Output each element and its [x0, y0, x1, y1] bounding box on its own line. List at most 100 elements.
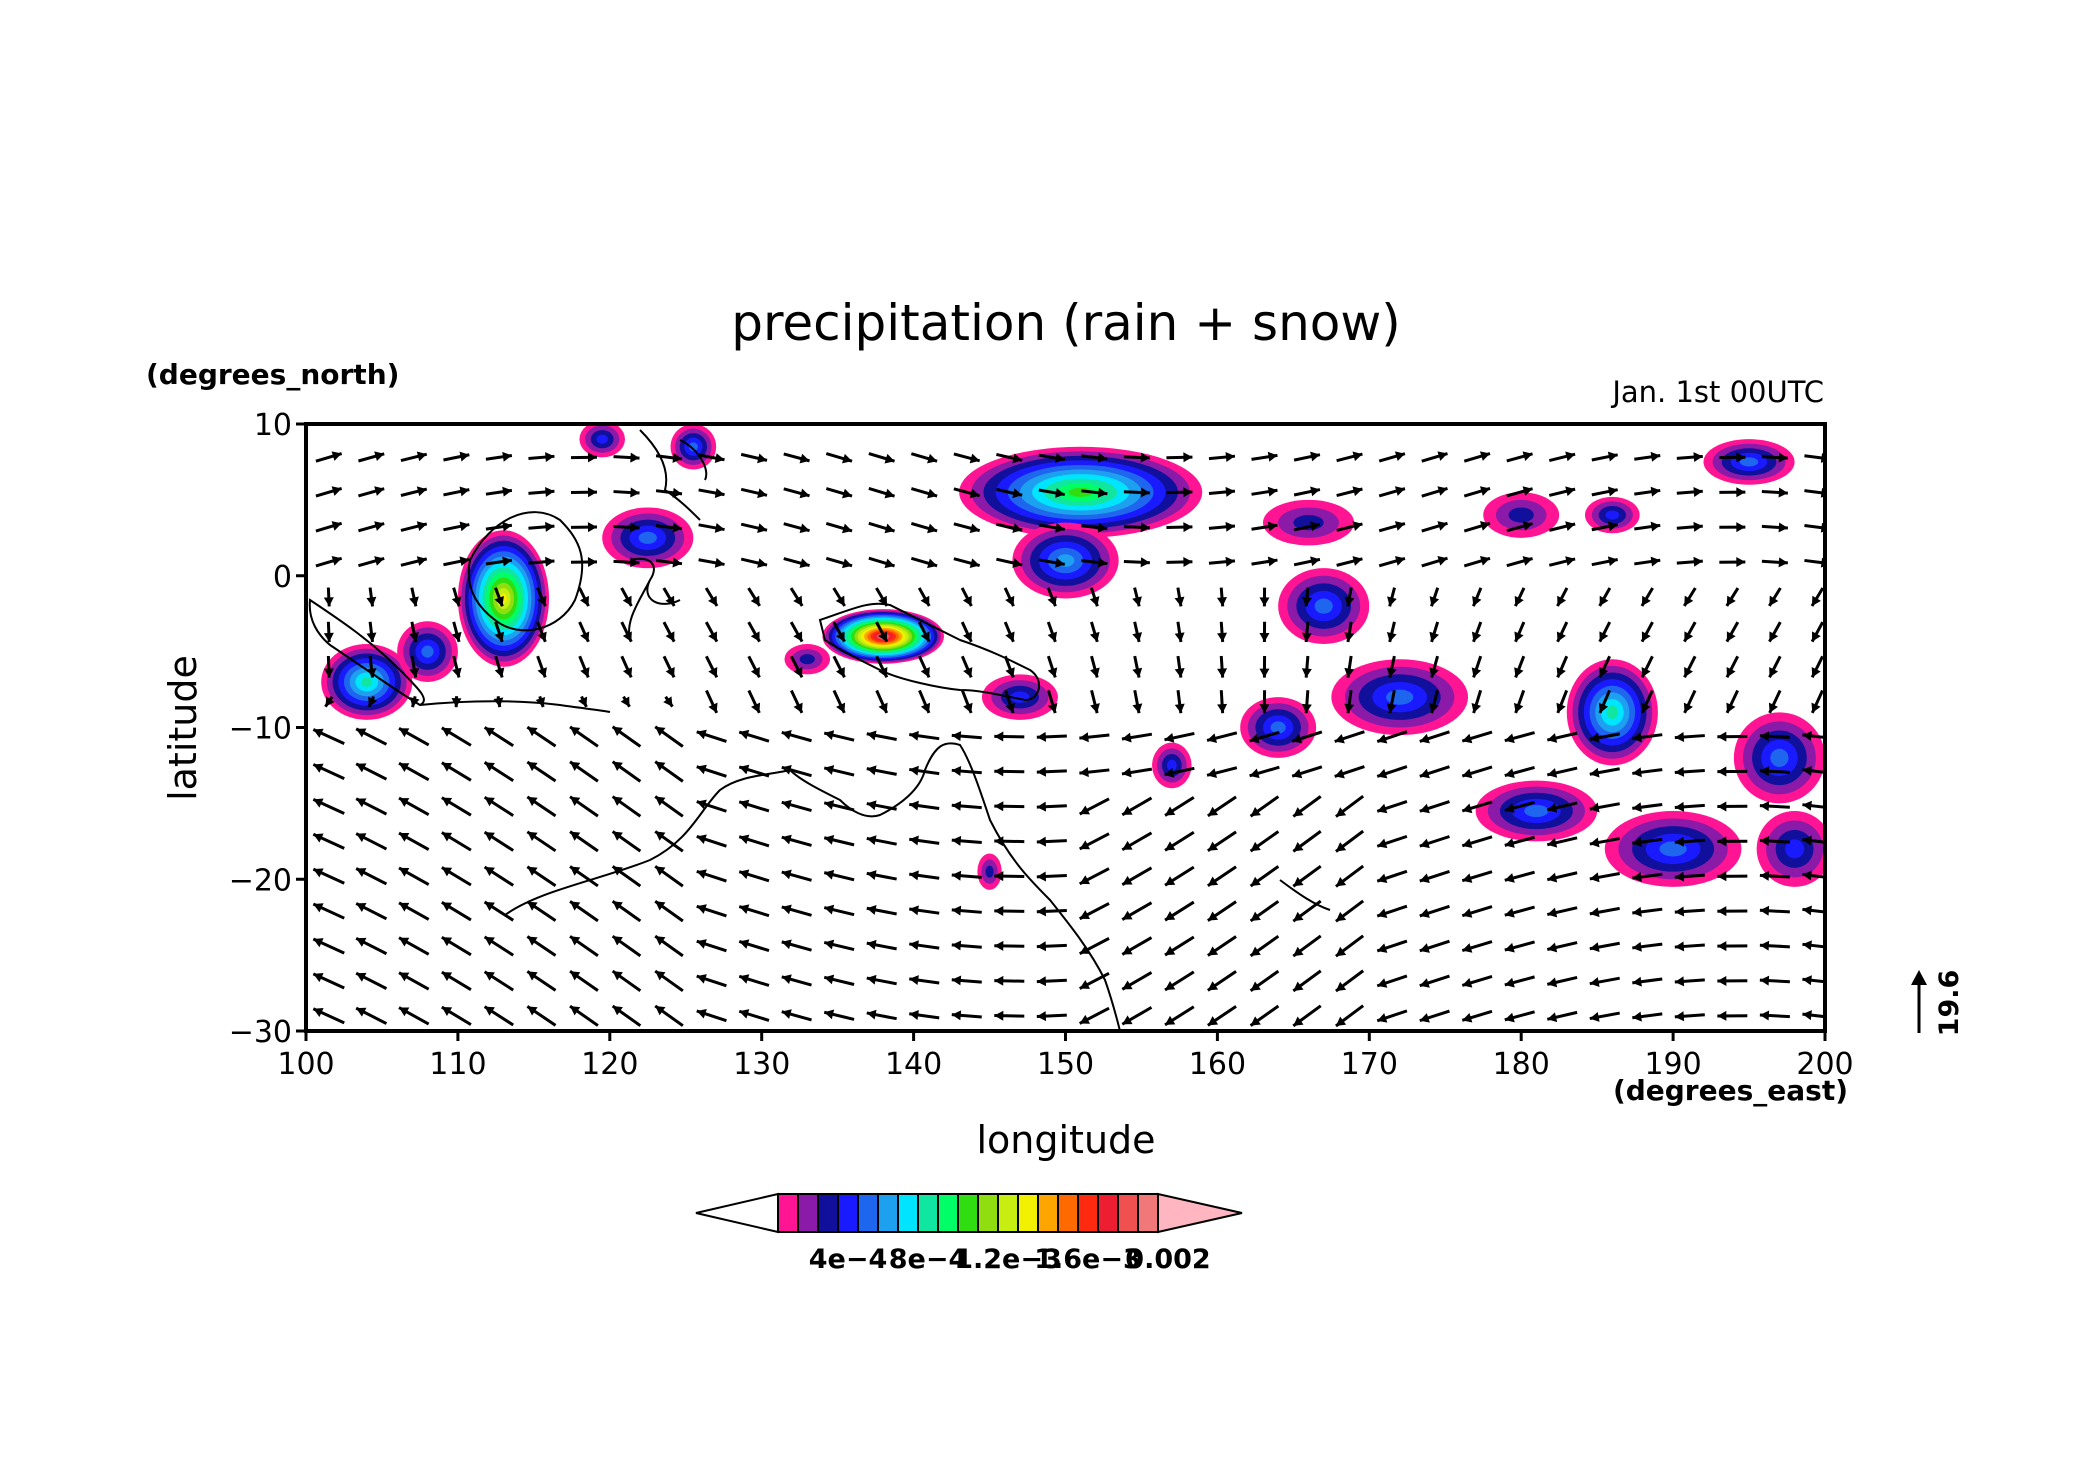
- wind-arrow: [1421, 486, 1448, 498]
- wind-arrow: [1759, 940, 1790, 951]
- plot-area: [306, 424, 1825, 1031]
- wind-arrow: [526, 830, 557, 853]
- wind-arrow: [1132, 587, 1142, 607]
- wind-arrow: [1674, 801, 1705, 812]
- wind-arrow: [1504, 905, 1535, 918]
- wind-arrow: [1207, 935, 1237, 957]
- wind-arrow: [1301, 690, 1312, 714]
- wind-arrow: [355, 902, 388, 921]
- wind-arrow: [866, 765, 897, 776]
- wind-arrow: [1217, 621, 1228, 643]
- wind-arrow: [1632, 767, 1663, 778]
- wind-arrow: [323, 621, 334, 643]
- wind-arrow: [1589, 767, 1620, 778]
- wind-arrow: [1504, 766, 1535, 779]
- wind-arrow: [1207, 1005, 1237, 1027]
- precip-contour: [1605, 510, 1620, 520]
- wind-arrow: [1719, 557, 1746, 568]
- wind-arrow: [910, 522, 938, 534]
- australia-coast: [504, 742, 1121, 1031]
- wind-arrow: [1164, 796, 1195, 817]
- wind-arrow: [1429, 621, 1440, 643]
- wind-arrow: [315, 486, 343, 498]
- wind-arrow: [866, 974, 897, 986]
- wind-arrow: [1504, 975, 1535, 988]
- wind-arrow: [1217, 690, 1228, 714]
- wind-arrow: [823, 939, 855, 952]
- wind-arrow: [1419, 869, 1450, 884]
- wind-arrow: [1419, 800, 1450, 814]
- precip-cell: [579, 424, 625, 458]
- wind-arrow: [953, 522, 981, 534]
- wind-arrow: [783, 452, 810, 464]
- wind-arrow: [696, 869, 727, 883]
- wind-arrow: [951, 766, 982, 777]
- wind-arrow: [1632, 732, 1663, 743]
- wind-arrow: [866, 905, 897, 916]
- wind-arrow: [312, 832, 345, 850]
- wind-arrow: [951, 905, 982, 916]
- wind-arrow: [355, 971, 388, 990]
- wind-arrow: [953, 557, 981, 569]
- wind-arrow: [1463, 556, 1491, 568]
- wind-arrow: [875, 587, 889, 607]
- wind-arrow: [1249, 795, 1280, 818]
- wind-arrow: [578, 587, 590, 607]
- wind-arrow: [1038, 522, 1066, 533]
- wind-arrow: [1471, 621, 1483, 643]
- wind-arrow: [443, 556, 470, 567]
- wind-arrow: [909, 870, 940, 881]
- wind-arrow: [1344, 587, 1355, 607]
- wind-arrow: [1089, 587, 1100, 607]
- wind-arrow: [1719, 487, 1746, 498]
- wind-arrow: [366, 621, 377, 643]
- wind-arrow: [1676, 556, 1703, 567]
- precip-cell: [397, 621, 458, 682]
- wind-arrow: [1768, 655, 1782, 678]
- wind-arrow: [443, 521, 470, 532]
- wind-arrow: [1634, 451, 1661, 462]
- wind-arrow: [358, 556, 385, 568]
- wind-arrow: [1589, 906, 1620, 918]
- wind-arrow: [1546, 836, 1578, 848]
- wind-arrow: [832, 621, 846, 643]
- wind-arrow: [910, 452, 938, 464]
- borneo-coast: [467, 511, 584, 632]
- colorbar-swatch: [1017, 1193, 1039, 1233]
- wind-arrow: [1046, 587, 1057, 607]
- wind-arrow: [536, 587, 547, 607]
- wind-arrow: [696, 1009, 727, 1023]
- wind-arrow: [994, 836, 1025, 847]
- wind-arrow: [1293, 486, 1321, 497]
- wind-arrow: [451, 587, 462, 607]
- wind-arrow: [1802, 1010, 1825, 1021]
- wind-arrow: [1292, 830, 1322, 853]
- precip-cell: [1012, 522, 1119, 599]
- wind-arrow: [1003, 587, 1015, 607]
- precip-cell: [1584, 496, 1640, 534]
- wind-arrow: [1719, 452, 1746, 463]
- wind-arrow: [951, 975, 982, 986]
- precip-contour: [688, 442, 698, 452]
- wind-arrow: [1164, 830, 1195, 852]
- wind-arrow: [451, 621, 462, 643]
- x-tick-label: 160: [1189, 1047, 1246, 1082]
- wind-arrow: [781, 730, 812, 743]
- wind-arrow: [1717, 801, 1748, 812]
- wind-arrow: [996, 487, 1023, 499]
- wind-arrow: [1471, 689, 1483, 714]
- wind-arrow: [528, 521, 555, 532]
- wind-arrow: [1208, 556, 1236, 567]
- wind-arrow: [1640, 621, 1654, 643]
- wind-arrow: [1768, 689, 1782, 714]
- precip-contour: [596, 434, 608, 444]
- wind-arrow: [1546, 801, 1578, 813]
- wind-arrow: [1472, 587, 1483, 607]
- wind-arrow: [951, 870, 982, 881]
- wind-arrow: [1676, 486, 1703, 497]
- wind-arrow: [1589, 871, 1620, 883]
- wind-arrow: [994, 1010, 1025, 1021]
- wind-arrow: [483, 970, 515, 992]
- wind-arrow: [1514, 587, 1526, 607]
- wind-arrow: [866, 835, 897, 846]
